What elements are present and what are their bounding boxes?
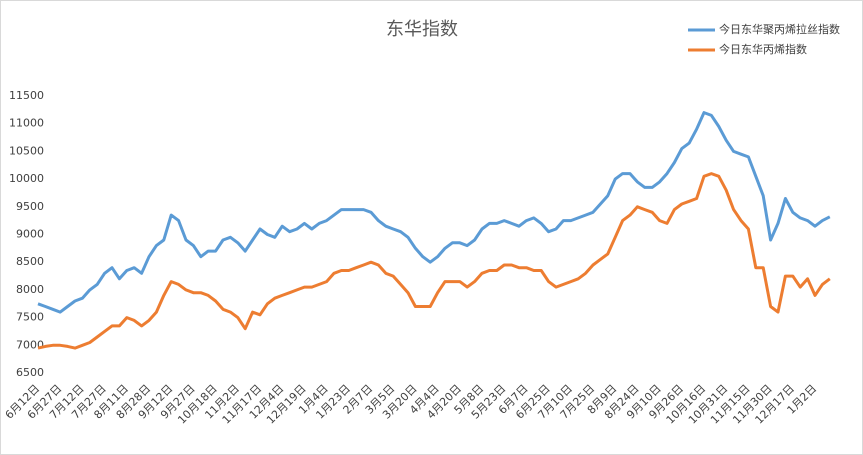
y-tick-label: 11000 xyxy=(9,117,44,130)
series-line xyxy=(37,111,831,314)
y-tick-label: 9500 xyxy=(16,200,44,213)
y-tick-label: 10500 xyxy=(9,144,44,157)
chart-title: 东华指数 xyxy=(386,19,458,40)
y-tick-label: 8000 xyxy=(16,283,44,296)
y-tick-label: 11500 xyxy=(9,89,44,102)
legend-label: 今日东华丙烯指数 xyxy=(719,42,807,56)
series-line xyxy=(37,172,831,350)
y-tick-label: 7000 xyxy=(16,338,44,351)
y-tick-label: 6500 xyxy=(16,366,44,379)
legend-label: 今日东华聚丙烯拉丝指数 xyxy=(719,22,840,36)
y-tick-label: 10000 xyxy=(9,172,44,185)
y-tick-label: 7500 xyxy=(16,311,44,324)
y-tick-label: 9000 xyxy=(16,228,44,241)
y-tick-label: 8500 xyxy=(16,255,44,268)
